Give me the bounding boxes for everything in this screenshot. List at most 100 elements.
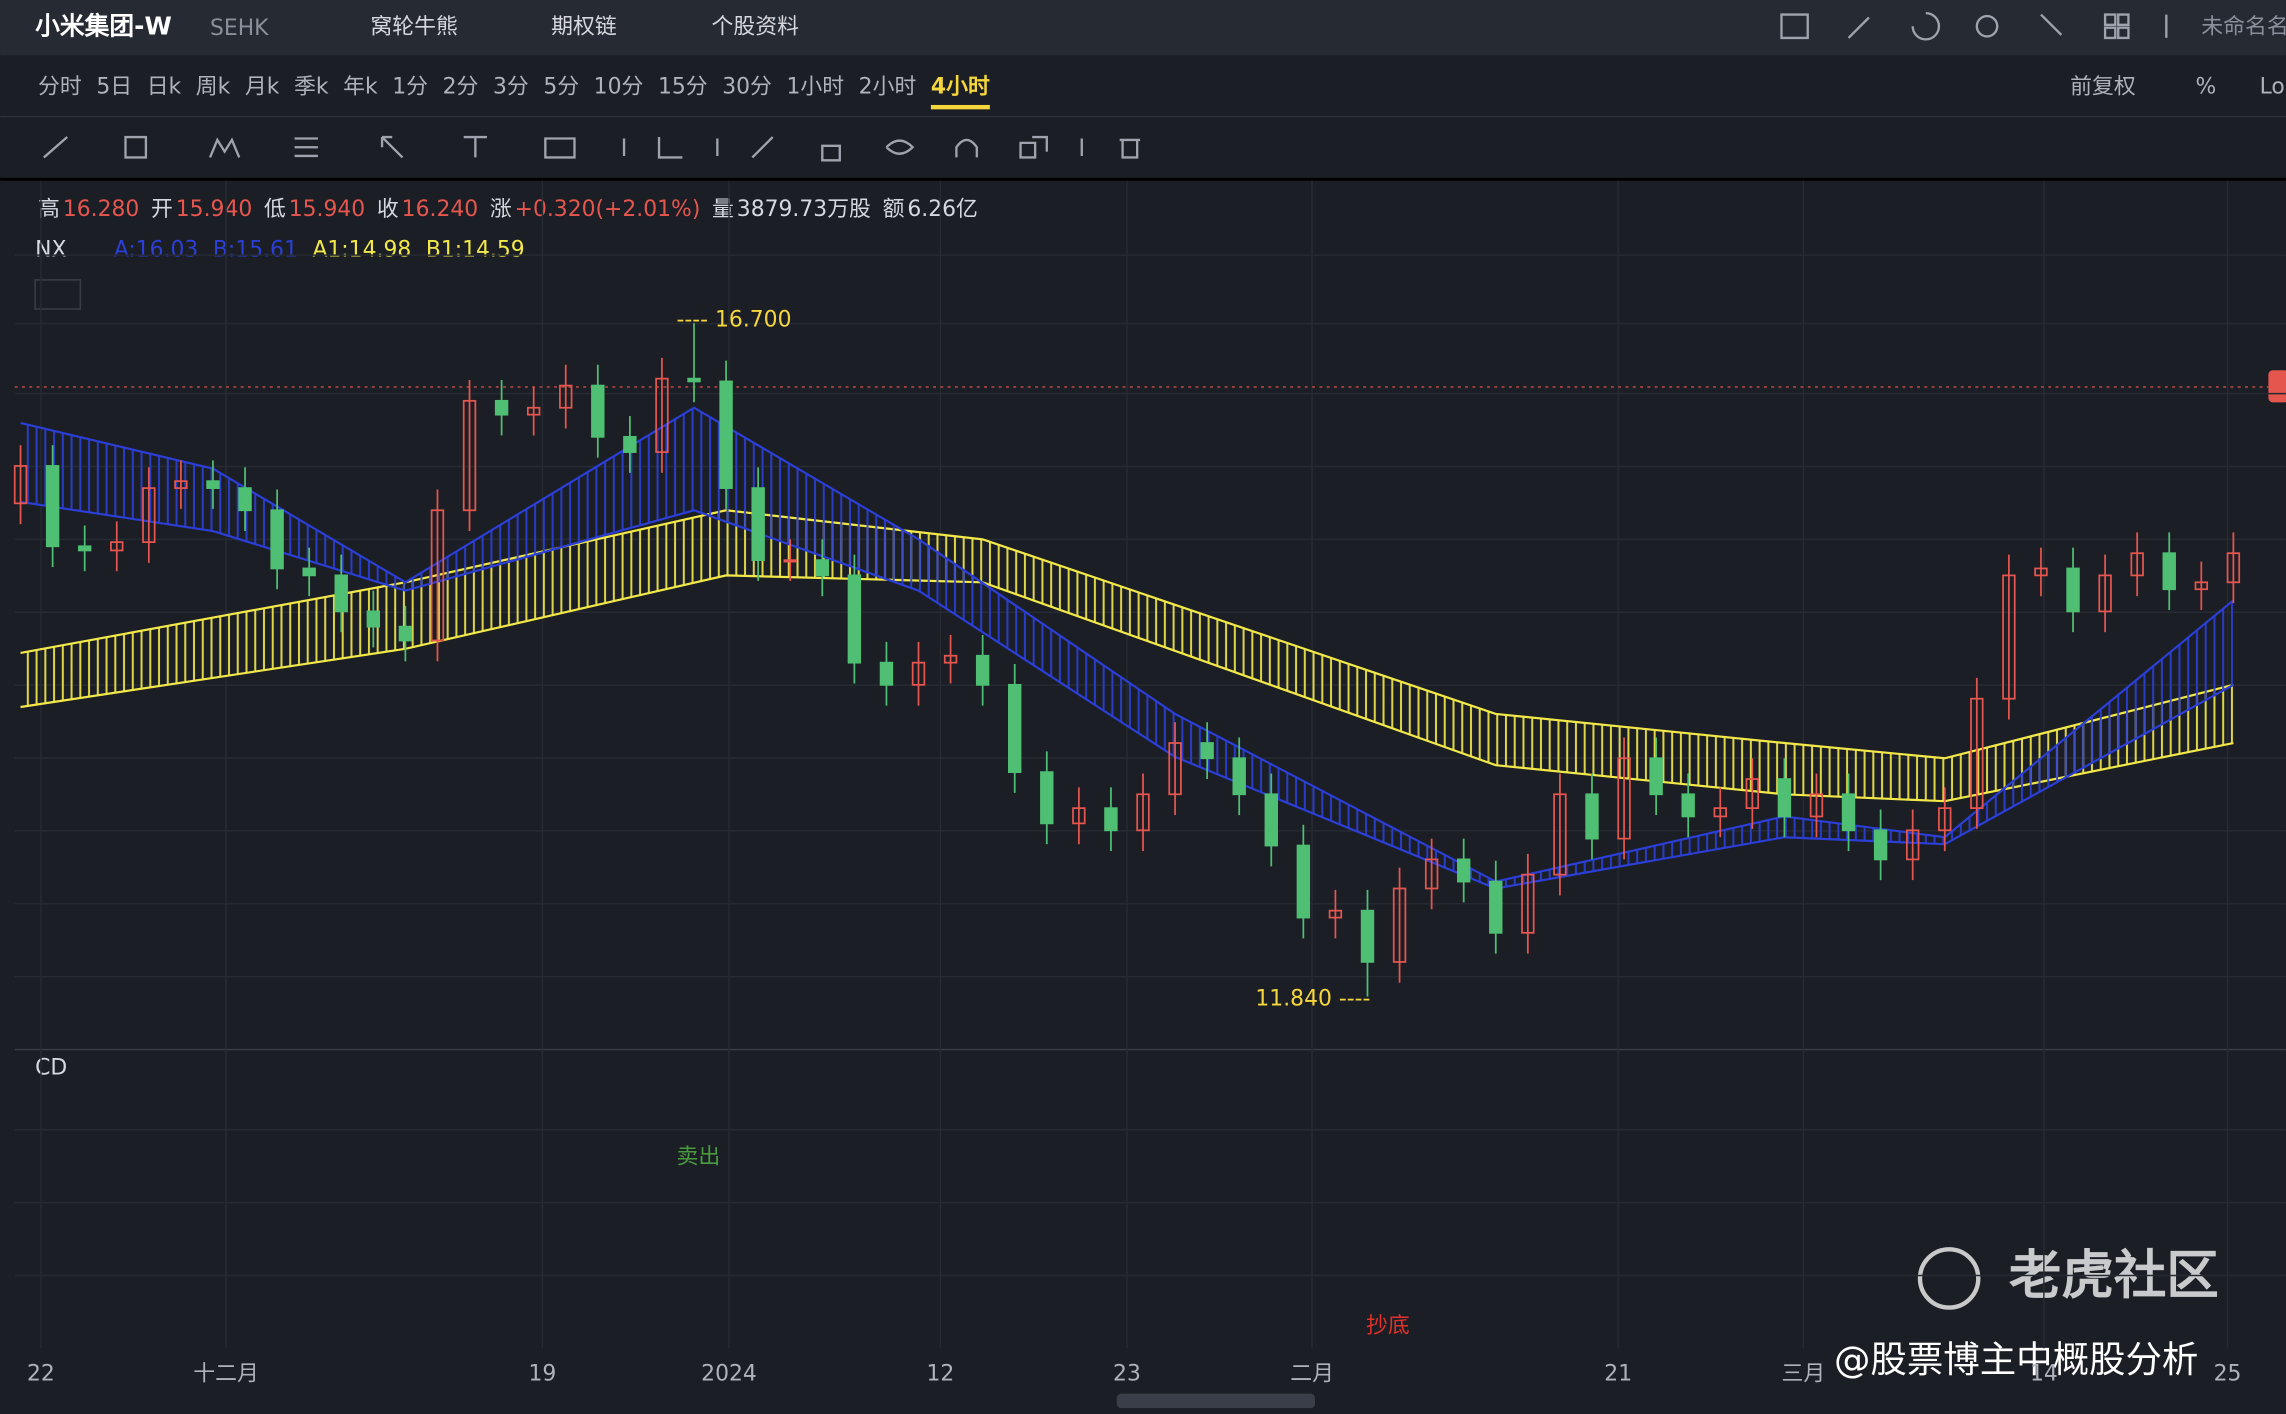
period[interactable]: 周k (196, 74, 231, 99)
candle-body (1841, 793, 1856, 832)
candle-body (655, 377, 669, 453)
indicator-legend: A:16.03 (114, 238, 199, 263)
price-marker (2268, 370, 2286, 403)
candle-body (943, 654, 958, 664)
period[interactable]: 4小时 (931, 74, 990, 99)
period[interactable]: 5分 (543, 74, 579, 99)
period[interactable]: 5日 (96, 74, 132, 99)
x-tick-label: 十二月 (193, 1362, 259, 1387)
scrollbar[interactable] (1116, 1393, 1316, 1409)
credit: @股票博主中概股分析 (1834, 1338, 2198, 1381)
indicator-name[interactable]: CD (35, 1056, 67, 1081)
period[interactable]: 30分 (722, 74, 772, 99)
period[interactable]: 年k (343, 74, 378, 99)
quote-value: 6.26亿 (907, 197, 978, 222)
candle-body (430, 509, 445, 642)
period[interactable]: 1小时 (786, 74, 844, 99)
candle-body (975, 654, 990, 686)
candle-body (591, 384, 605, 438)
link[interactable]: 个股资料 (712, 15, 800, 40)
indicator-name[interactable]: NX (35, 238, 66, 263)
period[interactable]: 月k (245, 74, 280, 99)
x-tick-label: 14 (2030, 1362, 2058, 1387)
candle-body (13, 465, 28, 505)
period[interactable]: 日k (147, 74, 182, 99)
candle-body (2226, 552, 2241, 584)
candle-body (1232, 757, 1246, 796)
x-tick-label: 19 (529, 1362, 557, 1387)
top-bar (0, 0, 2286, 56)
period[interactable]: 季k (294, 74, 329, 99)
candle-body (1040, 771, 1054, 825)
signal-buy: 抄底 (1366, 1314, 1410, 1339)
candle-body (1745, 778, 1760, 810)
period[interactable]: 分时 (38, 74, 82, 99)
x-tick-label: 2024 (701, 1362, 757, 1387)
candle-body (110, 541, 124, 552)
period[interactable]: 1分 (392, 74, 428, 99)
period[interactable]: 2分 (443, 74, 479, 99)
quote-label: 高 (38, 197, 60, 222)
period[interactable]: 15分 (658, 74, 708, 99)
candle-body (783, 559, 797, 563)
candle-body (334, 574, 348, 613)
candle-body (1777, 778, 1792, 818)
candle-body (2066, 567, 2080, 613)
candle-body (1585, 793, 1599, 840)
x-tick-label: 12 (926, 1362, 954, 1387)
symbol: 小米集团-W (35, 12, 172, 41)
low-annotation: 11.840 ---- (1255, 986, 1370, 1011)
candle-body (1008, 683, 1022, 773)
candle-body (398, 625, 413, 642)
exchange: SEHK (210, 16, 269, 41)
candle-body (815, 559, 830, 577)
quote-label: 额 (883, 197, 905, 222)
indicator-legend: A1:14.98 (312, 238, 411, 263)
candle-body (559, 384, 573, 409)
option[interactable]: Lo (2260, 74, 2285, 99)
indicator-legend: B1:14.59 (426, 238, 525, 263)
candle-body (1809, 793, 1824, 818)
x-tick-label: 22 (27, 1362, 55, 1387)
cloud-fill (20, 510, 2234, 802)
header-icons[interactable] (1780, 11, 2168, 41)
candle-body (1424, 858, 1439, 890)
collapse-button[interactable] (34, 279, 82, 310)
option[interactable]: 前复权 (2070, 74, 2136, 99)
cloud-line (20, 574, 2234, 803)
candle-body (1938, 807, 1952, 832)
candle-body (687, 377, 701, 383)
candle-body (2194, 581, 2209, 591)
candle-body (1681, 793, 1695, 818)
candle-body (1649, 757, 1663, 796)
period[interactable]: 3分 (493, 74, 529, 99)
candle-body (719, 380, 733, 489)
candle-body (1104, 807, 1118, 832)
candle-body (2098, 574, 2112, 613)
layout-name[interactable]: 未命名名 (2201, 15, 2286, 40)
quote-value: 3879.73万股 (737, 197, 871, 222)
option[interactable]: % (2195, 74, 2216, 99)
candle-body (494, 399, 509, 416)
tool-icons[interactable] (43, 135, 1141, 162)
period[interactable]: 10分 (594, 74, 644, 99)
candle-body (2002, 574, 2016, 700)
quote-value: 16.280 (63, 197, 140, 222)
candle-body (1136, 793, 1150, 832)
candle-body (1392, 887, 1407, 963)
signal-sell: 卖出 (677, 1144, 721, 1169)
link[interactable]: 期权链 (551, 15, 617, 40)
cloud-line (20, 406, 2235, 883)
quote-label: 开 (151, 197, 173, 222)
candle-body (302, 567, 316, 577)
period[interactable]: 2小时 (859, 74, 917, 99)
candle-body (45, 465, 60, 548)
candle-body (1296, 844, 1311, 919)
quote-value: 15.940 (289, 197, 366, 222)
candle-body (366, 610, 381, 628)
candle-body (206, 480, 220, 489)
active-underline (930, 104, 990, 110)
link[interactable]: 窝轮牛熊 (370, 15, 457, 40)
